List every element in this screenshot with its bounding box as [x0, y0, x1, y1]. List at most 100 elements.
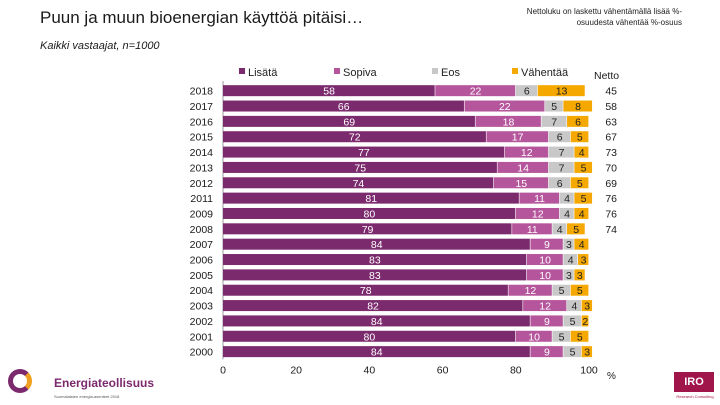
legend-label: Eos [441, 67, 460, 79]
y-tick-label: 2017 [190, 101, 214, 113]
netto-value: 69 [605, 178, 617, 190]
data-label: 6 [557, 178, 563, 190]
data-label: 9 [544, 347, 550, 359]
data-label: 4 [557, 224, 563, 236]
data-label: 17 [512, 132, 524, 144]
bar-segment [464, 100, 545, 112]
bar-segment [508, 284, 552, 296]
bar-segment [526, 254, 563, 266]
data-label: 72 [349, 132, 361, 144]
y-tick-label: 2007 [190, 239, 214, 251]
data-label: 6 [557, 132, 563, 144]
data-label: 4 [568, 255, 574, 267]
chart-title: Puun ja muun bioenergian käyttöä pitäisi… [40, 8, 364, 27]
data-label: 77 [358, 147, 370, 159]
bar-segment [504, 146, 549, 158]
y-tick-label: 2006 [190, 255, 214, 267]
data-label: 78 [360, 285, 372, 297]
bar-segment [563, 315, 582, 327]
data-label: 3 [577, 270, 583, 282]
netto-value: 73 [605, 147, 617, 159]
data-label: 84 [371, 347, 383, 359]
bar-segment [574, 238, 589, 250]
bar-segment [548, 161, 574, 173]
data-label: 3 [566, 239, 572, 251]
x-tick-label: 20 [290, 364, 302, 376]
bar-segment [223, 192, 519, 204]
data-label: 3 [584, 347, 590, 359]
bar-segment [223, 269, 527, 281]
legend-label: Sopiva [343, 67, 378, 79]
y-tick-label: 2005 [190, 270, 214, 282]
bar-segment [512, 223, 552, 235]
data-label: 66 [338, 101, 350, 113]
legend-swatch [512, 68, 518, 74]
bar-segment [223, 330, 516, 342]
y-tick-label: 2013 [190, 162, 214, 174]
data-label: 5 [573, 224, 579, 236]
iro-tagline: Research Consulting [676, 394, 714, 399]
bar-segment [578, 254, 589, 266]
bar-segment [223, 207, 516, 219]
data-label: 12 [525, 285, 537, 297]
legend-label: Vähentää [521, 67, 569, 79]
bar-segment [548, 131, 571, 143]
bar-segment [223, 300, 523, 312]
netto-value: 67 [605, 132, 617, 144]
netto-value: 74 [605, 224, 617, 236]
data-label: 5 [577, 331, 583, 343]
data-label: 22 [499, 101, 511, 113]
y-tick-label: 2012 [190, 178, 214, 190]
data-label: 5 [559, 331, 565, 343]
bar-segment [563, 269, 574, 281]
bar-segment [435, 85, 516, 97]
bar-segment [545, 100, 563, 112]
data-label: 5 [581, 162, 587, 174]
data-label: 5 [551, 101, 557, 113]
data-label: 4 [579, 208, 585, 220]
data-label: 15 [515, 178, 527, 190]
bar-segment [541, 115, 567, 127]
data-label: 81 [365, 193, 377, 205]
data-label: 9 [544, 316, 550, 328]
bar-segment [530, 346, 563, 358]
bar-segment [581, 346, 593, 358]
netto-value: 58 [605, 101, 617, 113]
data-label: 12 [521, 147, 533, 159]
data-label: 7 [559, 147, 565, 159]
chart-subtitle: Kaikki vastaajat, n=1000 [40, 40, 160, 52]
bar-segment [570, 284, 589, 296]
bar-segment [570, 131, 589, 143]
data-label: 3 [584, 301, 590, 313]
y-tick-label: 2011 [190, 193, 213, 205]
bar-segment [223, 223, 512, 235]
bar-segment [548, 146, 574, 158]
bar-segment [530, 238, 563, 250]
energiateollisuus-logo: Energiateollisuus Suomalaisten energia-a… [4, 366, 174, 402]
data-label: 83 [369, 270, 381, 282]
bar-segment [515, 330, 552, 342]
y-tick-label: 2001 [190, 331, 214, 343]
data-label: 5 [577, 132, 583, 144]
data-label: 4 [571, 301, 577, 313]
bar-segment [574, 146, 589, 158]
data-label: 14 [517, 162, 529, 174]
bar-segment [515, 207, 560, 219]
data-label: 10 [528, 331, 540, 343]
data-label: 11 [534, 193, 545, 205]
data-label: 5 [581, 193, 587, 205]
bar-segment [552, 330, 571, 342]
netto-note: Nettoluku on laskettu vähentämällä lisää… [526, 7, 682, 27]
bar-segment [497, 161, 549, 173]
bar-segment [223, 131, 486, 143]
bar-segment [223, 254, 527, 266]
data-label: 12 [532, 208, 544, 220]
bar-segment [574, 161, 593, 173]
data-label: 4 [579, 239, 585, 251]
data-label: 5 [570, 316, 576, 328]
netto-header: Netto [594, 70, 620, 82]
bar-segment [570, 330, 589, 342]
bar-segment [223, 284, 508, 296]
legend-swatch [432, 68, 438, 74]
bar-segment [563, 254, 578, 266]
